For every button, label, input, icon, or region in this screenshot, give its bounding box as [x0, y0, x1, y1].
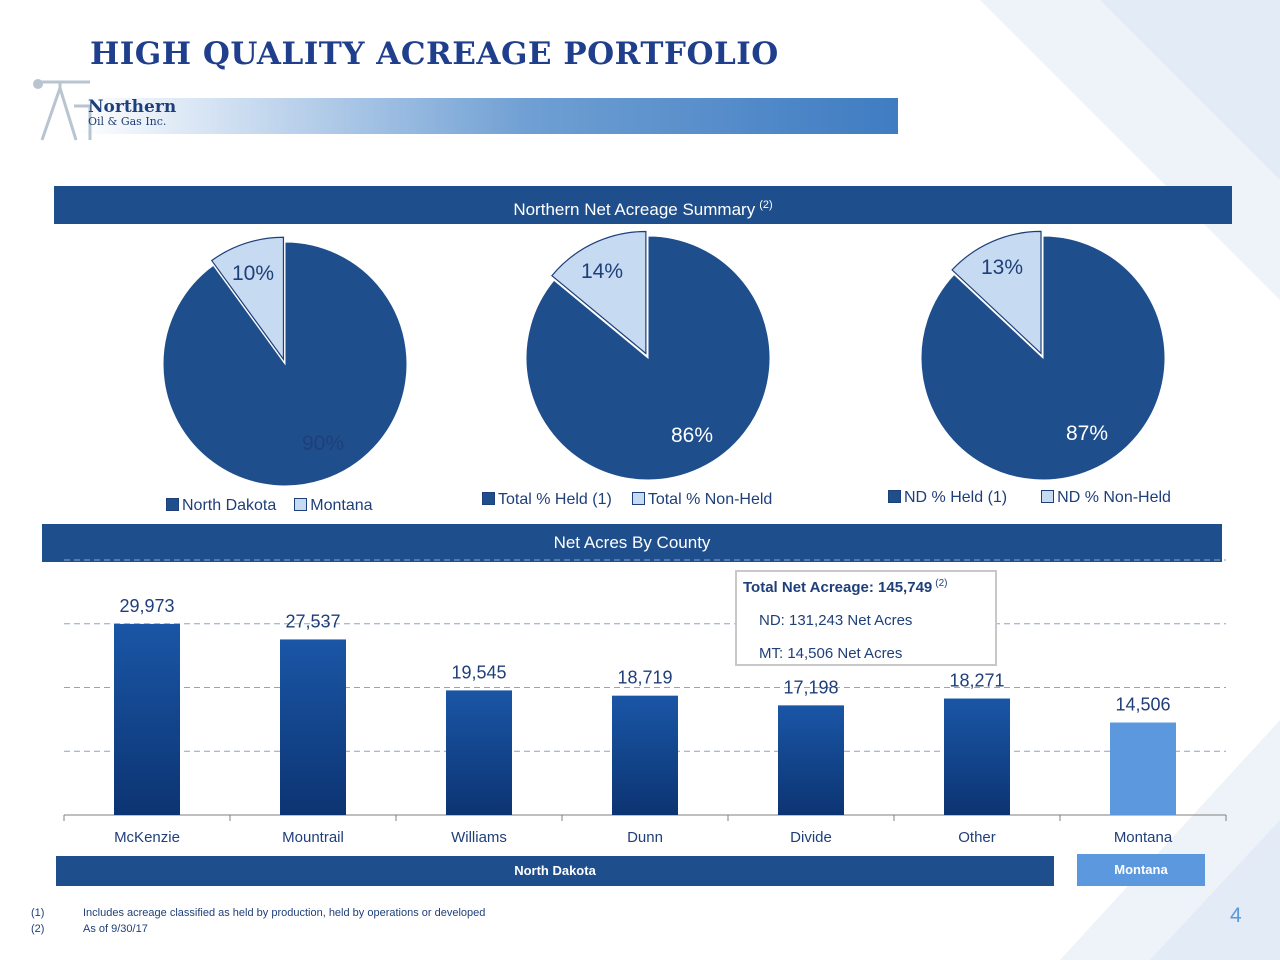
- pie1-slice-montana: [210, 236, 285, 362]
- legend-item: Montana: [294, 497, 373, 514]
- footnote-1: (1) Includes acreage classified as held b…: [31, 907, 485, 919]
- pie-chart-nd-held: [920, 230, 1166, 481]
- total-acreage-label: Total Net Acreage: 145,749 (2): [743, 578, 948, 596]
- summary-note: (2): [759, 199, 773, 211]
- bar-williams: [446, 690, 512, 815]
- legend-item: Total % Held (1): [482, 491, 612, 508]
- x-tick-label: Other: [958, 829, 996, 846]
- x-tick-label: Dunn: [627, 829, 663, 846]
- bar-value-label: 18,271: [949, 671, 1004, 691]
- bar-mountrail: [280, 639, 346, 815]
- bar-other: [944, 698, 1010, 815]
- county-title: Net Acres By County: [553, 533, 711, 552]
- pie3-legend: ND % Held (1) ND % Non-Held: [888, 489, 1189, 507]
- page-title: HIGH QUALITY ACREAGE PORTFOLIO: [90, 36, 779, 72]
- summary-header: Northern Net Acreage Summary (2): [54, 186, 1232, 224]
- legend-swatch-dark: [166, 498, 179, 511]
- bar-montana: [1110, 722, 1176, 815]
- logo-line-2: Oil & Gas Inc.: [88, 115, 167, 128]
- pie1-slice-label-north-dakota: 90%: [302, 432, 345, 455]
- region-bar-montana: Montana: [1077, 854, 1205, 886]
- company-logo: Northern Oil & Gas Inc.: [88, 98, 176, 128]
- legend-swatch-light: [631, 492, 645, 505]
- x-tick-label: Mountrail: [282, 829, 344, 846]
- bar-value-label: 18,719: [617, 668, 672, 688]
- legend-swatch-dark: [482, 492, 495, 505]
- pie1-slice-north-dakota: [162, 241, 408, 487]
- page-number: 4: [1230, 904, 1242, 927]
- x-tick-label: Divide: [790, 829, 832, 846]
- summary-title: Northern Net Acreage Summary: [513, 200, 756, 219]
- total-acreage-text: Total Net Acreage: 145,749: [743, 579, 933, 596]
- footnote-text: Includes acreage classified as held by p…: [83, 907, 486, 919]
- legend-swatch-light: [1041, 490, 1055, 503]
- legend-swatch-dark: [888, 490, 901, 503]
- pie3-slice-nd-held-1-: [920, 235, 1166, 481]
- bar-divide: [778, 705, 844, 815]
- pie2-slice-label-held: 86%: [671, 424, 714, 447]
- county-header: Net Acres By County: [42, 524, 1222, 562]
- x-tick-label: Montana: [1114, 829, 1173, 846]
- pie2-legend: Total % Held (1) Total % Non-Held: [482, 491, 790, 509]
- bar-value-label: 17,198: [783, 677, 838, 697]
- pie3-slice-label-held: 87%: [1066, 422, 1109, 445]
- footnote-2: (2) As of 9/30/17: [31, 923, 148, 935]
- pumpjack-logo-icon: [33, 79, 92, 141]
- legend-item: Total % Non-Held: [631, 491, 773, 508]
- pie2-slice-label-non-held: 14%: [581, 260, 624, 283]
- legend-label: ND % Held (1): [904, 489, 1008, 506]
- pie-chart-state: [162, 236, 408, 487]
- bar-value-label: 27,537: [285, 611, 340, 631]
- bar-value-label: 19,545: [451, 662, 506, 682]
- legend-label: North Dakota: [182, 497, 277, 514]
- bar-mckenzie: [114, 623, 180, 815]
- bar-dunn: [612, 695, 678, 815]
- pie3-slice-nd-non-held: [951, 230, 1042, 355]
- logo-line-1: Northern: [88, 97, 177, 117]
- region-bar-north-dakota: North Dakota: [56, 856, 1054, 886]
- total-acreage-textbox: Total Net Acreage: 145,749 (2) ND: 131,24…: [735, 570, 997, 666]
- title-bar: [78, 98, 898, 134]
- nd-acres-label: ND: 131,243 Net Acres: [759, 612, 913, 629]
- legend-label: Total % Non-Held: [647, 491, 773, 508]
- pie1-legend: North Dakota Montana: [166, 497, 391, 515]
- footnote-number: (2): [31, 923, 45, 935]
- x-tick-label: Williams: [451, 829, 507, 846]
- legend-label: ND % Non-Held: [1057, 489, 1171, 506]
- pie3-slice-label-non-held: 13%: [981, 256, 1024, 279]
- legend-label: Montana: [310, 497, 373, 514]
- bar-value-label: 14,506: [1115, 695, 1170, 715]
- pie-chart-total-held: [525, 230, 771, 481]
- pie2-slice-total-held-1-: [525, 235, 771, 481]
- bar-value-label: 29,973: [119, 596, 174, 616]
- total-acreage-note: (2): [935, 578, 948, 589]
- legend-item: ND % Non-Held: [1041, 489, 1171, 506]
- x-tick-label: McKenzie: [114, 829, 180, 846]
- legend-item: North Dakota: [166, 497, 276, 514]
- legend-swatch-light: [294, 498, 308, 511]
- footnote-text: As of 9/30/17: [83, 923, 148, 935]
- footnote-number: (1): [31, 907, 45, 919]
- mt-acres-label: MT: 14,506 Net Acres: [759, 645, 903, 662]
- legend-label: Total % Held (1): [498, 491, 612, 508]
- pie2-slice-total-non-held: [551, 230, 647, 355]
- legend-item: ND % Held (1): [888, 489, 1007, 506]
- pie1-slice-label-montana: 10%: [232, 262, 275, 285]
